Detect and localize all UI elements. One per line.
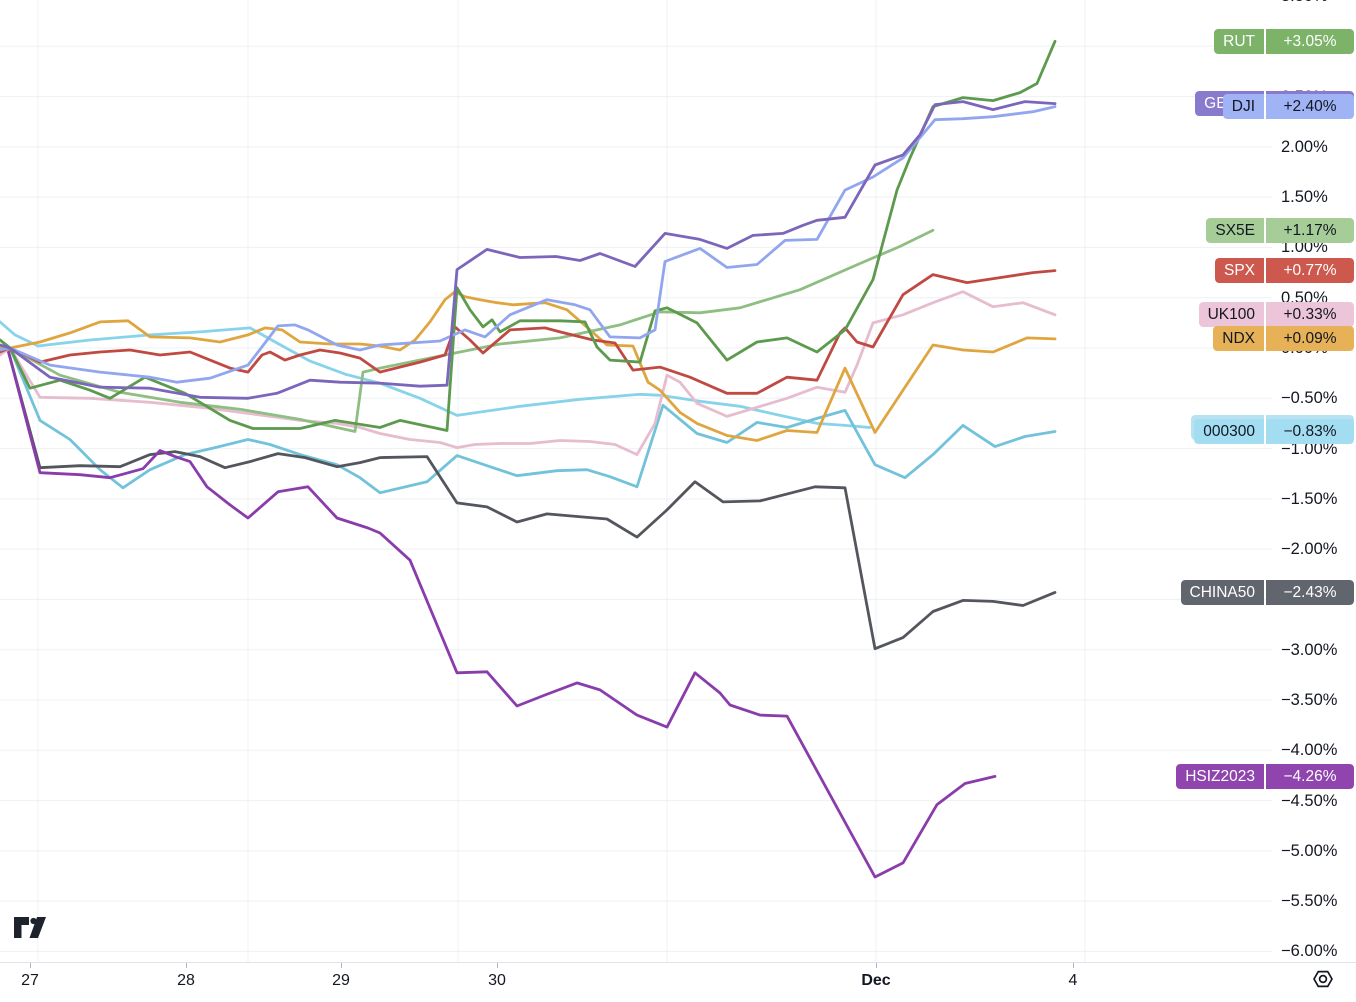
badge-symbol: NDX — [1213, 326, 1264, 352]
series-badge-uk100[interactable]: UK100 +0.33% — [1198, 302, 1354, 328]
price-scale-label: −4.00% — [1281, 741, 1338, 760]
series-badge-hsiz2023[interactable]: HSIZ2023 −4.26% — [1176, 763, 1354, 789]
series-badge-sx5e[interactable]: SX5E +1.17% — [1206, 217, 1354, 243]
price-scale-label: 1.50% — [1281, 188, 1328, 207]
time-axis-tick — [341, 963, 342, 968]
series-line-spx[interactable] — [0, 269, 1057, 395]
series-line-uk100[interactable] — [0, 290, 1057, 457]
price-scale-label: −2.00% — [1281, 540, 1338, 559]
badge-change-value: −4.26% — [1266, 763, 1354, 789]
badge-change-value: +1.17% — [1266, 217, 1354, 243]
badge-symbol: CHINA50 — [1180, 579, 1264, 605]
series-badge-dji[interactable]: DJI +2.40% — [1222, 94, 1354, 120]
time-axis-label: 4 — [1068, 972, 1078, 989]
time-axis-tick — [876, 963, 877, 968]
price-scale-label: 0.50% — [1281, 288, 1328, 307]
badge-change-value: +3.05% — [1266, 28, 1354, 54]
time-axis-tick — [1073, 963, 1074, 968]
badge-symbol: SX5E — [1206, 217, 1264, 243]
badge-change-value: +0.33% — [1266, 302, 1354, 328]
badge-symbol: HSIZ2023 — [1176, 763, 1264, 789]
series-line-china50[interactable] — [0, 347, 1057, 651]
badge-symbol: SPX — [1214, 258, 1264, 284]
price-scale-label: −3.50% — [1281, 690, 1338, 709]
badge-change-value: +0.77% — [1266, 258, 1354, 284]
series-badge-ndx[interactable]: NDX +0.09% — [1213, 326, 1354, 352]
badge-symbol: UK100 — [1198, 302, 1264, 328]
scale-settings-icon[interactable] — [1310, 966, 1336, 997]
badge-change-value: −2.43% — [1266, 579, 1354, 605]
time-axis-label: Dec — [861, 972, 891, 989]
price-scale-label: −3.00% — [1281, 640, 1338, 659]
series-line-rut[interactable] — [0, 39, 1057, 432]
time-axis[interactable]: 27 28 29 30 Dec 4 — [0, 962, 1356, 1002]
price-scale-label: 1.00% — [1281, 238, 1328, 257]
badge-symbol: RUT — [1214, 28, 1264, 54]
price-scale-label: −5.50% — [1281, 892, 1338, 911]
price-scale-label: −4.50% — [1281, 791, 1338, 810]
time-axis-label: 27 — [21, 972, 39, 989]
price-scale-label: 2.00% — [1281, 137, 1328, 156]
time-axis-label: 28 — [177, 972, 195, 989]
badge-symbol: DJI — [1222, 94, 1264, 120]
tradingview-logo-icon — [13, 913, 57, 948]
badge-symbol: 000300 — [1194, 418, 1264, 444]
price-scale-label: −0.50% — [1281, 389, 1338, 408]
time-axis-tick — [497, 963, 498, 968]
series-badge-000300[interactable]: 000300 −0.83% — [1194, 418, 1354, 444]
series-badge-china50[interactable]: CHINA50 −2.43% — [1180, 579, 1354, 605]
series-line-hsiz2023[interactable] — [0, 347, 997, 879]
badge-change-value: +0.09% — [1266, 326, 1354, 352]
time-axis-label: 29 — [332, 972, 350, 989]
badge-change-value: −0.83% — [1266, 418, 1354, 444]
price-scale-label: 3.50% — [1281, 0, 1328, 6]
series-line-000300[interactable] — [0, 346, 1057, 495]
series-line-ndx[interactable] — [0, 290, 1057, 442]
price-scale-label: −5.00% — [1281, 841, 1338, 860]
price-scale-label: −1.00% — [1281, 439, 1338, 458]
price-scale-label: −6.00% — [1281, 942, 1338, 961]
chart-plot-area[interactable] — [0, 0, 1356, 962]
time-axis-tick — [30, 963, 31, 968]
series-line-ger30[interactable] — [0, 100, 1057, 400]
time-axis-label: 30 — [488, 972, 506, 989]
price-scale-label: −1.50% — [1281, 489, 1338, 508]
series-badge-rut[interactable]: RUT +3.05% — [1214, 28, 1354, 54]
series-badge-spx[interactable]: SPX +0.77% — [1214, 258, 1354, 284]
time-axis-tick — [186, 963, 187, 968]
badge-change-value: +2.40% — [1266, 94, 1354, 120]
